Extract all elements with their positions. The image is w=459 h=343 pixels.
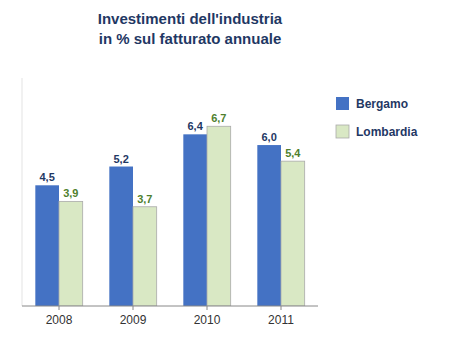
bar — [257, 145, 281, 306]
x-tick — [281, 306, 282, 310]
bar — [281, 161, 305, 306]
legend-swatch — [336, 97, 349, 110]
bar — [207, 126, 231, 306]
legend-swatch — [336, 125, 349, 138]
data-label: 6,0 — [262, 131, 277, 143]
bars — [35, 126, 304, 306]
chart-title: Investimenti dell'industriain % sul fatt… — [98, 10, 283, 47]
x-tick-label: 2008 — [46, 313, 73, 327]
bar — [59, 201, 83, 306]
bar — [183, 134, 207, 306]
legend-label: Bergamo — [356, 97, 408, 111]
data-label: 5,2 — [114, 153, 129, 165]
x-tick-label: 2009 — [120, 313, 147, 327]
legend-label: Lombardia — [356, 125, 418, 139]
x-tick — [207, 306, 208, 310]
data-label: 3,7 — [137, 193, 152, 205]
x-tick-label: 2010 — [194, 313, 221, 327]
data-label: 5,4 — [285, 147, 301, 159]
bar — [109, 167, 133, 306]
chart-container: Investimenti dell'industriain % sul fatt… — [0, 0, 459, 343]
x-tick — [133, 306, 134, 310]
x-axis-line — [22, 306, 318, 307]
data-label: 6,7 — [211, 112, 226, 124]
bar — [133, 207, 157, 306]
x-tick-label: 2011 — [268, 313, 294, 327]
bar — [35, 185, 59, 306]
y-range-line — [22, 78, 23, 306]
data-label: 6,4 — [188, 120, 204, 132]
data-label: 4,5 — [40, 171, 55, 183]
chart-svg: Investimenti dell'industriain % sul fatt… — [0, 0, 459, 343]
data-label: 3,9 — [63, 187, 78, 199]
x-tick — [59, 306, 60, 310]
